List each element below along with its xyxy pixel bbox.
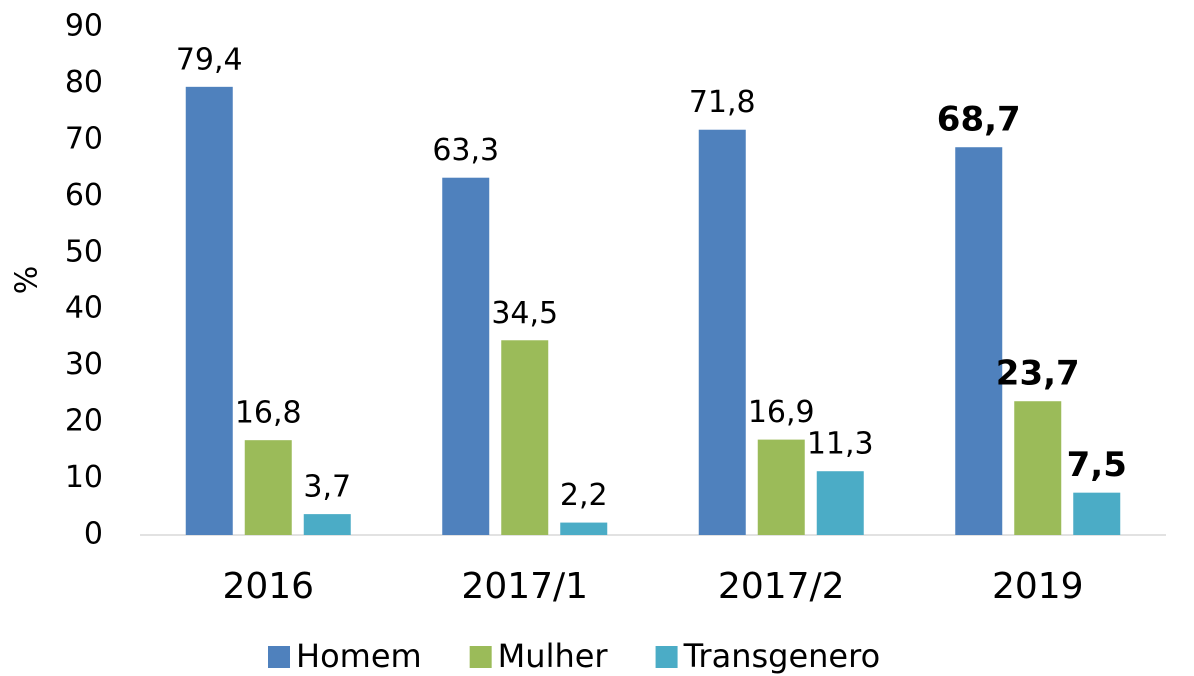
- y-tick-label: 20: [65, 404, 103, 439]
- legend-label: Transgenero: [683, 637, 881, 675]
- y-tick-label: 80: [65, 65, 103, 100]
- legend-label: Homem: [296, 637, 422, 675]
- bar: [757, 439, 805, 535]
- value-label: 3,7: [303, 470, 351, 505]
- bar: [560, 522, 608, 535]
- x-tick-label: 2016: [222, 566, 314, 607]
- y-axis-label: %: [10, 266, 45, 295]
- legend-label: Mulher: [498, 637, 609, 675]
- y-tick-label: 10: [65, 460, 103, 495]
- y-tick-label: 0: [84, 517, 103, 552]
- x-tick-label: 2019: [992, 566, 1084, 607]
- y-tick-label: 70: [65, 121, 103, 156]
- value-label: 68,7: [937, 100, 1021, 140]
- value-label: 34,5: [491, 296, 558, 331]
- bar: [501, 340, 549, 535]
- value-label: 7,5: [1067, 445, 1127, 485]
- value-label: 2,2: [560, 478, 608, 513]
- value-label: 79,4: [176, 42, 243, 77]
- legend-swatch: [268, 646, 290, 668]
- bar: [1073, 492, 1121, 535]
- value-label: 11,3: [807, 427, 874, 462]
- x-tick-label: 2017/2: [718, 566, 845, 607]
- y-tick-label: 90: [65, 9, 103, 44]
- bar: [442, 177, 490, 535]
- value-label: 16,8: [235, 396, 302, 431]
- y-tick-label: 50: [65, 234, 103, 269]
- bar: [1014, 401, 1062, 535]
- value-label: 23,7: [996, 354, 1080, 394]
- bar: [244, 440, 292, 535]
- bar: [185, 86, 233, 535]
- bar: [816, 471, 864, 535]
- bar: [698, 129, 746, 535]
- value-label: 71,8: [689, 85, 756, 120]
- legend-swatch: [469, 646, 492, 668]
- bar: [955, 147, 1003, 535]
- value-label: 16,9: [748, 395, 815, 430]
- y-tick-label: 30: [65, 347, 103, 382]
- bar: [303, 514, 351, 535]
- value-label: 63,3: [432, 133, 499, 168]
- x-tick-label: 2017/1: [461, 566, 588, 607]
- legend-swatch: [655, 646, 678, 668]
- y-tick-label: 60: [65, 178, 103, 213]
- y-tick-label: 40: [65, 291, 103, 326]
